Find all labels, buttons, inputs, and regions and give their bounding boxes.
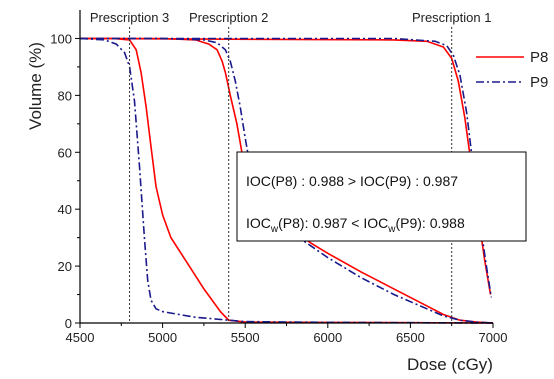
x-tick-label-5000: 5000: [148, 330, 177, 345]
annotation-line-2-a: IOC: [246, 215, 271, 231]
annotation-line-2-e: (P9): 0.988: [395, 215, 464, 231]
annotation-line-1: IOC(P8) : 0.988 > IOC(P9) : 0.987: [246, 173, 458, 189]
y-tick-label-60: 60: [58, 145, 72, 160]
y-axis-title: Volume (%): [26, 42, 45, 130]
annotation-line-2-c: (P8): 0.987 < IOC: [278, 215, 388, 231]
series-p9-curve-1: [79, 37, 494, 324]
legend: P8 P9: [476, 49, 548, 91]
y-tick-label-40: 40: [58, 202, 72, 217]
series-p8-curve-1: [80, 37, 494, 324]
y-tick-label-80: 80: [58, 88, 72, 103]
annotation-line-2: IOCw(P8): 0.987 < IOCw(P9): 0.988: [246, 215, 465, 235]
x-tick-label-6500: 6500: [396, 330, 425, 345]
y-tick-label-0: 0: [65, 316, 72, 331]
legend-label-p9: P9: [530, 74, 548, 91]
y-tick-label-100: 100: [50, 31, 72, 46]
ioc-annotation: IOC(P8) : 0.988 > IOC(P9) : 0.987 IOCw(P…: [236, 151, 527, 242]
ticks: 4500 5000 5500 6000 6500 7000 0 20 40 60 80 100: [50, 31, 507, 345]
prescription-label-3: Prescription 1: [412, 10, 491, 25]
x-tick-label-7000: 7000: [479, 330, 508, 345]
y-tick-label-20: 20: [58, 259, 72, 274]
legend-label-p8: P8: [530, 49, 548, 66]
x-tick-label-4500: 4500: [66, 330, 95, 345]
annotation-box: [236, 151, 527, 242]
annotation-line-2-b: w: [270, 224, 279, 235]
x-tick-label-6000: 6000: [313, 330, 342, 345]
prescription-label-2: Prescription 2: [189, 10, 268, 25]
x-axis-title: Dose (cGy): [407, 355, 493, 374]
annotation-line-2-d: w: [387, 224, 396, 235]
prescription-label-1: Prescription 3: [90, 10, 169, 25]
x-tick-label-5500: 5500: [231, 330, 260, 345]
